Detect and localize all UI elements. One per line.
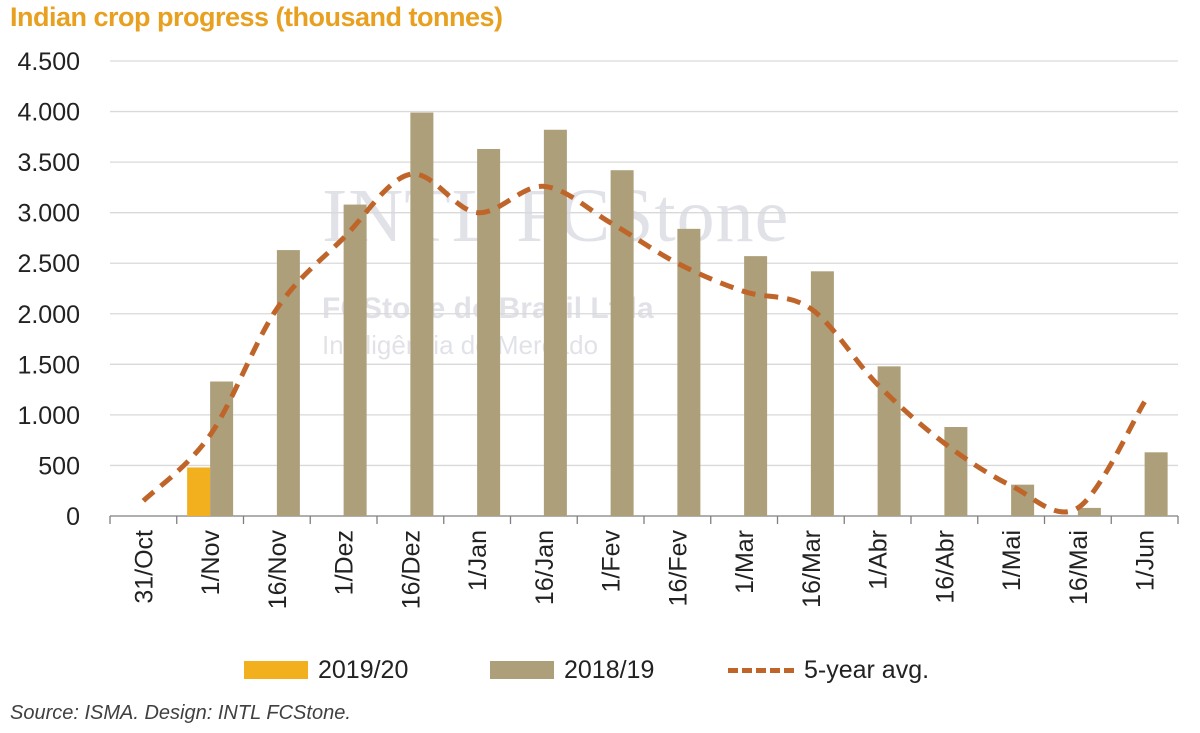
legend-item-5-year-avg: 5-year avg. (728, 650, 929, 690)
x-tick-label: 16/Nov (264, 530, 292, 610)
bar-2018-19 (1144, 452, 1168, 516)
bar-2018-19 (1077, 507, 1101, 516)
bar-2018-19 (410, 112, 434, 517)
y-tick-label: 3.000 (17, 200, 80, 228)
legend: 2019/20 2018/19 5-year avg. (0, 650, 1200, 690)
line-5-year-avg (141, 171, 1147, 515)
y-tick-label: 500 (38, 452, 80, 480)
legend-item-2019-20: 2019/20 (244, 650, 408, 690)
x-tick-label: 16/Abr (931, 530, 959, 604)
legend-label-2018-19: 2018/19 (564, 655, 655, 684)
x-tick-label: 1/Jun (1132, 530, 1160, 591)
x-tick-label: 1/Fev (598, 530, 626, 593)
x-tick-label: 1/Jan (464, 530, 492, 591)
bar-2018-19 (744, 256, 768, 516)
chart-title: Indian crop progress (thousand tonnes) (10, 2, 503, 32)
y-tick-label: 1.000 (17, 402, 80, 430)
x-tick-label: 1/Mai (998, 530, 1026, 591)
bar-2018-19 (610, 170, 634, 516)
bar-2018-19 (210, 381, 234, 516)
bar-2018-19 (543, 129, 567, 516)
x-tick-label: 16/Mar (798, 530, 826, 608)
y-tick-label: 2.500 (17, 250, 80, 278)
bar-2018-19 (944, 427, 968, 516)
x-tick-label: 1/Dez (331, 530, 359, 595)
bar-2018-19 (677, 228, 701, 516)
x-tick-label: 1/Nov (197, 530, 225, 596)
x-tick-label: 16/Fev (664, 530, 692, 607)
legend-item-2018-19: 2018/19 (490, 650, 654, 690)
bar-2018-19 (343, 204, 367, 517)
y-tick-label: 4.500 (17, 48, 80, 76)
x-tick-label: 1/Mar (731, 530, 759, 594)
y-tick-label: 2.000 (17, 301, 80, 329)
bar-2019-20 (187, 467, 211, 516)
legend-label-2019-20: 2019/20 (318, 655, 409, 684)
y-tick-label: 3.500 (17, 149, 80, 177)
source-note: Source: ISMA. Design: INTL FCStone. (10, 702, 351, 724)
legend-swatch-2018-19 (490, 661, 554, 679)
x-tick-label: 16/Mai (1065, 530, 1093, 605)
legend-swatch-2019-20 (244, 661, 308, 679)
x-tick-label: 16/Jan (531, 530, 559, 605)
x-tick-label: 31/Oct (130, 530, 158, 604)
chart-plot: 0 500 1.000 1.500 2.000 2.500 3.000 3.500 4.000 4… (17, 48, 1179, 610)
y-tick-label: 0 (66, 503, 80, 531)
legend-swatch-5-year-avg (728, 667, 794, 673)
x-tick-label: 16/Dez (397, 530, 425, 609)
bar-2018-19 (810, 271, 834, 516)
legend-label-5-year-avg: 5-year avg. (804, 655, 930, 684)
bar-2018-19 (877, 366, 901, 516)
bar-2018-19 (276, 250, 300, 517)
bar-2018-19 (477, 148, 501, 516)
x-tick-label: 1/Abr (865, 530, 893, 590)
y-tick-label: 4.000 (17, 99, 80, 127)
bar-2018-19 (1011, 484, 1035, 516)
y-tick-label: 1.500 (17, 351, 80, 379)
